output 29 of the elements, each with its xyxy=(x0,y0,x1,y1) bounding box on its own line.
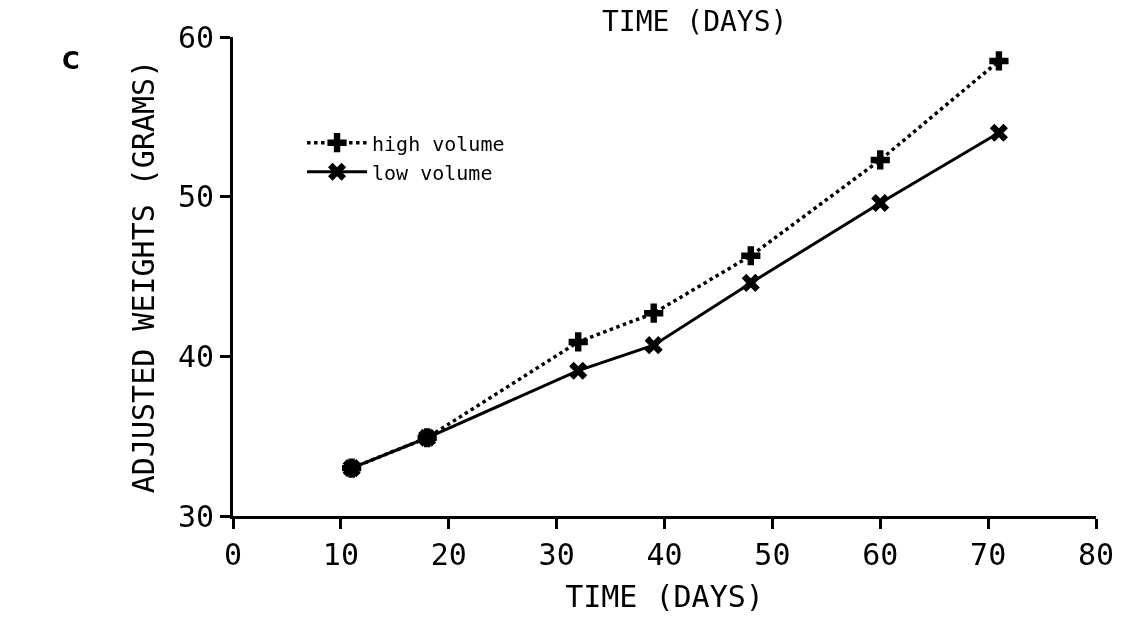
point xyxy=(871,193,890,213)
y-tick-label: 40 xyxy=(177,338,214,374)
x-tick-label: 20 xyxy=(430,537,467,572)
point xyxy=(989,123,1008,142)
point xyxy=(741,273,760,292)
x-tick-label: 40 xyxy=(646,537,683,572)
point xyxy=(568,332,588,352)
y-tick-label: 50 xyxy=(177,179,214,215)
x-tick-label: 10 xyxy=(322,537,359,572)
x-axis-title: TIME (DAYS) xyxy=(565,578,764,614)
point xyxy=(569,361,588,380)
x-tick-label: 0 xyxy=(223,537,243,572)
point xyxy=(644,303,664,323)
legend-label: low volume xyxy=(372,160,493,185)
x-tick-label: 70 xyxy=(970,537,1007,572)
point xyxy=(989,51,1009,71)
x-tick-label: 60 xyxy=(862,537,899,572)
annotation: TIME (DAYS) xyxy=(602,5,788,38)
legend-label: high volume xyxy=(372,131,505,156)
y-axis-title: ADJUSTED WEIGHTS (GRAMS) xyxy=(125,59,161,494)
point xyxy=(741,246,761,266)
point xyxy=(644,336,663,355)
x-tick-label: 50 xyxy=(754,537,791,572)
x-tick-label: 80 xyxy=(1077,537,1115,572)
y-tick-label: 30 xyxy=(177,498,214,534)
text: C xyxy=(62,47,80,75)
y-tick-label: 60 xyxy=(177,19,214,55)
x-tick-label: 30 xyxy=(538,537,575,572)
point xyxy=(870,150,890,170)
